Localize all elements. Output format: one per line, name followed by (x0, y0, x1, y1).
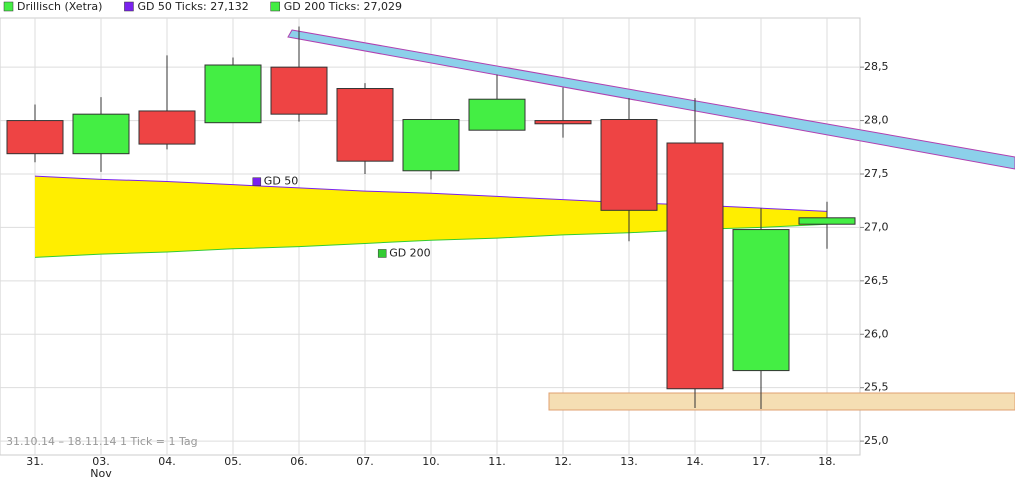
x-tick-label: 13. (620, 455, 638, 468)
y-tick-label: 26,0 (864, 327, 889, 340)
x-tick-label: 06. (290, 455, 308, 468)
x-tick-label: 03. (92, 455, 110, 468)
candle-body (204, 64, 262, 124)
legend-label: Drillisch (Xetra) (17, 0, 102, 13)
y-tick-label: 27,5 (864, 167, 889, 180)
y-tick-label: 27,0 (864, 220, 889, 233)
candle-body (600, 119, 658, 211)
legend-swatch (124, 1, 134, 12)
candle-body (402, 119, 460, 172)
candle-body (138, 110, 196, 145)
y-tick-label: 25,5 (864, 381, 889, 394)
gd-label: GD 50 (264, 175, 299, 188)
x-tick-label: 18. (818, 455, 836, 468)
x-tick-label: 31. (26, 455, 44, 468)
candle-body (534, 120, 592, 125)
candle-body (72, 113, 130, 155)
legend-label: GD 200 Ticks: 27,029 (284, 0, 402, 13)
support-zone (548, 392, 1015, 411)
legend-label: GD 50 Ticks: 27,132 (137, 0, 248, 13)
gd-label: GD 200 (389, 246, 431, 259)
y-tick-label: 28,5 (864, 60, 889, 73)
x-tick-label: 17. (752, 455, 770, 468)
legend-swatch (3, 1, 14, 12)
candle-body (270, 66, 328, 115)
candle-body (798, 217, 856, 225)
x-tick-label: 14. (686, 455, 704, 468)
month-label: Nov (90, 467, 112, 480)
x-tick-label: 10. (422, 455, 440, 468)
x-tick-label: 11. (488, 455, 506, 468)
gd-label-marker (252, 177, 262, 186)
candle-body (732, 229, 790, 372)
candle-body (336, 88, 394, 162)
note: 31.10.14 – 18.11.14 1 Tick = 1 Tag (6, 435, 198, 448)
y-tick-label: 25,0 (864, 434, 889, 447)
y-tick-label: 28,0 (864, 114, 889, 127)
y-tick-label: 26,5 (864, 274, 889, 287)
trend-channel (287, 29, 1015, 170)
x-tick-label: 04. (158, 455, 176, 468)
x-tick-label: 05. (224, 455, 242, 468)
x-tick-label: 12. (554, 455, 572, 468)
gd-label-marker (377, 249, 387, 258)
candle-body (6, 120, 64, 155)
x-tick-label: 07. (356, 455, 374, 468)
gd-band (35, 176, 827, 258)
legend-swatch (270, 1, 280, 12)
candle-body (666, 142, 724, 390)
candle-body (468, 98, 526, 131)
